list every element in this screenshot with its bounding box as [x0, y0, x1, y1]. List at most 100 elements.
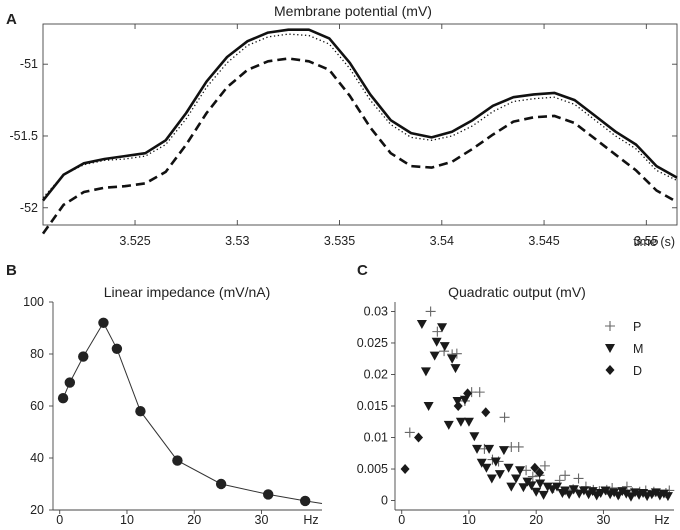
- quadratic-output-title: Quadratic output (mV): [448, 284, 586, 300]
- hz-axis-label-b: Hz: [303, 513, 318, 527]
- x-tick-label: 0: [398, 513, 405, 527]
- point-D: [453, 401, 463, 411]
- y-tick-label: 40: [30, 451, 44, 465]
- x-tick-label: 3.525: [119, 234, 150, 248]
- point-M: [535, 479, 546, 489]
- y-tick-label: -52: [20, 201, 38, 215]
- point-D: [414, 432, 424, 443]
- x-tick-label: 3.535: [324, 234, 355, 248]
- y-tick-label: 0.02: [364, 367, 388, 381]
- impedance-point: [263, 489, 274, 500]
- point-M: [503, 463, 514, 473]
- x-tick-label: 3.53: [225, 234, 249, 248]
- legend-marker-M: [605, 344, 615, 353]
- y-tick-label: -51: [20, 57, 38, 71]
- impedance-point: [64, 377, 76, 388]
- point-D: [530, 462, 540, 473]
- point-P: [499, 412, 510, 423]
- point-M: [472, 444, 483, 454]
- impedance-point: [57, 393, 69, 404]
- point-M: [429, 351, 440, 361]
- point-M: [481, 463, 492, 473]
- point-M: [486, 474, 497, 484]
- legend-marker-D: [605, 365, 615, 375]
- point-P: [451, 348, 462, 359]
- time-axis-label: time (s): [633, 235, 675, 249]
- y-tick-label: 0: [381, 494, 388, 508]
- impedance-curve: [62, 321, 323, 504]
- y-tick-label: 20: [30, 503, 44, 517]
- point-P: [425, 306, 436, 317]
- x-tick-label: 10: [462, 513, 476, 527]
- legend-label-D: D: [633, 364, 642, 378]
- membrane-potential-panel: A Membrane potential (mV) 3.525 3.53 3.535…: [6, 3, 678, 249]
- point-M: [506, 482, 517, 492]
- point-M: [476, 458, 487, 468]
- point-D: [481, 407, 491, 418]
- linear-impedance-panel: B Linear impedance (mV/nA) 0 10 20 30 20 40 60…: [6, 262, 323, 527]
- x-tick-label: 3.55: [634, 234, 658, 248]
- point-M: [416, 320, 427, 330]
- hz-axis-label-c: Hz: [654, 513, 669, 527]
- impedance-point: [172, 455, 183, 466]
- point-M: [564, 490, 575, 500]
- series-line-solid: [41, 28, 678, 202]
- point-M: [431, 337, 442, 347]
- legend: PMD: [605, 320, 643, 378]
- linear-impedance-title: Linear impedance (mV/nA): [104, 284, 271, 300]
- y-tick-label: 0.025: [357, 336, 388, 350]
- point-M: [621, 489, 632, 499]
- point-M: [538, 490, 549, 500]
- x-tick-label: 3.545: [528, 234, 559, 248]
- point-M: [450, 364, 461, 374]
- point-M: [452, 396, 463, 406]
- impedance-point: [299, 495, 311, 507]
- point-P: [539, 460, 550, 471]
- point-P: [474, 387, 485, 398]
- point-M: [662, 492, 673, 502]
- point-M: [617, 487, 628, 497]
- point-M: [578, 486, 589, 496]
- y-tick-label: 60: [30, 399, 44, 413]
- point-M: [552, 482, 563, 492]
- y-tick-label: 0.03: [364, 304, 388, 318]
- x-tick-label: 20: [529, 513, 543, 527]
- panel-label-b: B: [6, 262, 17, 279]
- legend-marker-P: [605, 321, 615, 331]
- x-tick-label: 3.54: [430, 234, 454, 248]
- point-P: [404, 427, 415, 438]
- x-tick-label: 20: [187, 513, 201, 527]
- point-D: [535, 467, 545, 478]
- y-tick-label: 0.01: [364, 431, 388, 445]
- impedance-point: [111, 343, 123, 354]
- point-P: [573, 473, 584, 484]
- point-M: [484, 444, 495, 454]
- point-P: [432, 326, 443, 337]
- series-line-dotted: [42, 33, 678, 199]
- point-M: [625, 492, 636, 502]
- point-M: [455, 417, 466, 427]
- membrane-potential-title: Membrane potential (mV): [274, 3, 432, 19]
- point-M: [439, 342, 450, 352]
- y-tick-label: 80: [30, 347, 44, 361]
- x-tick-label: 0: [56, 513, 63, 527]
- point-M: [490, 457, 501, 467]
- y-tick-label: 0.015: [357, 399, 388, 413]
- y-tick-label: 0.005: [357, 462, 388, 476]
- point-M: [443, 420, 454, 430]
- panel-label-c: C: [357, 262, 368, 279]
- point-M: [574, 489, 585, 499]
- point-M: [542, 482, 553, 492]
- point-M: [518, 483, 529, 493]
- point-M: [498, 446, 509, 456]
- impedance-point: [78, 351, 89, 362]
- point-M: [437, 323, 448, 333]
- point-D: [400, 464, 410, 475]
- y-tick-label: -51.5: [10, 129, 39, 143]
- x-tick-label: 30: [255, 513, 269, 527]
- point-M: [463, 417, 474, 427]
- point-M: [531, 487, 542, 497]
- legend-label-P: P: [633, 320, 641, 334]
- plot-a-frame: [42, 23, 678, 226]
- point-M: [600, 486, 611, 496]
